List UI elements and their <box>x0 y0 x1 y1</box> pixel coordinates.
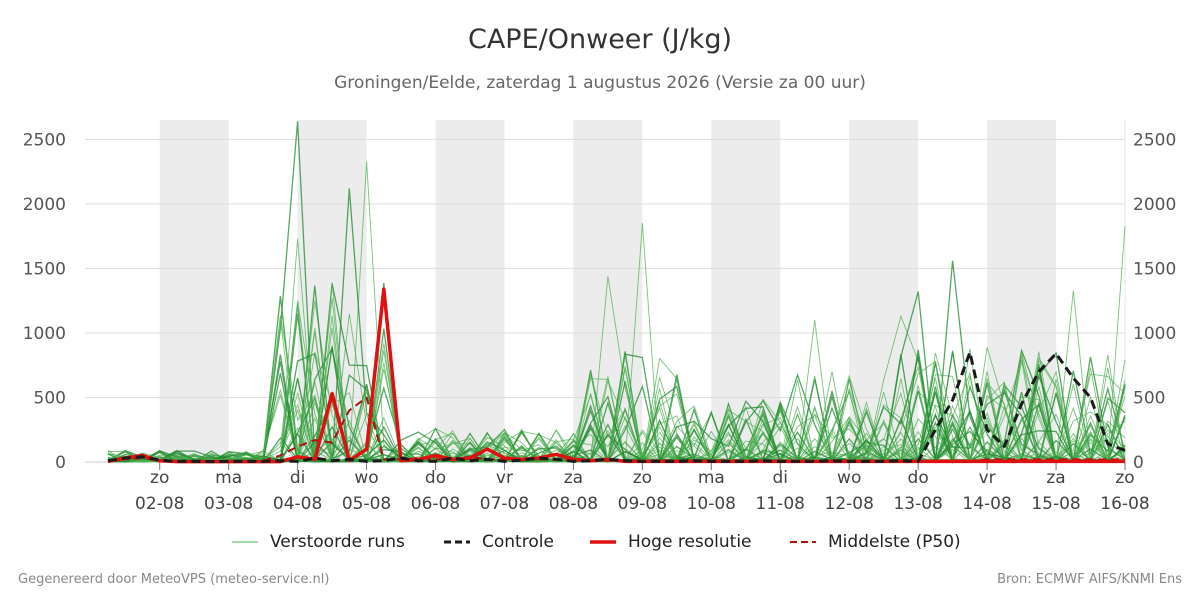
x-tick-date-label: 05-08 <box>342 494 391 514</box>
x-tick-date-label: 16-08 <box>1100 494 1149 514</box>
chart-title: CAPE/Onweer (J/kg) <box>467 24 732 55</box>
legend-label-hires: Hoge resolutie <box>628 532 752 552</box>
weekend-shade-band <box>711 120 781 462</box>
x-tick-day-label: di <box>772 468 788 488</box>
ensemble-member-line <box>107 373 1126 465</box>
legend-line-control-icon <box>444 540 470 544</box>
y-tick-label-left: 2000 <box>23 195 66 215</box>
x-tick-date-label: 13-08 <box>893 494 942 514</box>
footer-source: Bron: ECMWF AIFS/KNMI Ens <box>997 572 1182 587</box>
x-tick-date-label: 06-08 <box>411 494 460 514</box>
x-tick-date-label: 08-08 <box>549 494 598 514</box>
ensemble-member-line <box>107 296 1126 463</box>
y-tick-label-left: 1500 <box>23 259 66 279</box>
y-tick-label-right: 2000 <box>1133 195 1176 215</box>
x-tick-date-label: 12-08 <box>825 494 874 514</box>
weekend-shade-band <box>159 120 229 462</box>
legend-item-hires[interactable]: Hoge resolutie <box>590 530 752 554</box>
legend-item-control[interactable]: Controle <box>444 530 554 554</box>
x-tick-date-label: 04-08 <box>273 494 322 514</box>
x-tick-day-label: di <box>290 468 306 488</box>
x-tick-date-label: 10-08 <box>687 494 736 514</box>
y-tick-label-right: 1000 <box>1133 324 1176 344</box>
legend-line-median-icon <box>790 541 816 543</box>
weekend-shade-band <box>435 120 505 462</box>
weekend-shade-band <box>987 120 1057 462</box>
x-tick-date-label: 03-08 <box>204 494 253 514</box>
y-tick-label-left: 1000 <box>23 324 66 344</box>
x-tick-day-label: vr <box>496 468 513 488</box>
x-tick-day-label: wo <box>837 468 861 488</box>
x-tick-day-label: zo <box>633 468 652 488</box>
chart-subtitle: Groningen/Eelde, zaterdag 1 augustus 202… <box>334 73 866 93</box>
x-tick-day-label: wo <box>354 468 378 488</box>
x-tick-day-label: za <box>1046 468 1065 488</box>
y-tick-label-left: 0 <box>55 453 66 473</box>
footer-generator-credit: Gegenereerd door MeteoVPS (meteo-service… <box>18 572 330 587</box>
x-tick-date-label: 11-08 <box>756 494 805 514</box>
legend-line-hires-icon <box>590 540 616 544</box>
legend-label-control: Controle <box>482 532 554 552</box>
y-tick-label-right: 1500 <box>1133 259 1176 279</box>
control-line <box>107 350 1126 464</box>
x-tick-date-label: 15-08 <box>1031 494 1080 514</box>
x-tick-day-label: do <box>908 468 929 488</box>
x-tick-date-label: 09-08 <box>618 494 667 514</box>
y-tick-label-right: 0 <box>1133 453 1144 473</box>
legend-label-perturbed: Verstoorde runs <box>270 532 405 552</box>
legend-label-median: Middelste (P50) <box>828 532 961 552</box>
x-tick-date-label: 14-08 <box>962 494 1011 514</box>
x-tick-day-label: ma <box>698 468 725 488</box>
legend-item-perturbed[interactable]: Verstoorde runs <box>232 530 405 554</box>
y-tick-label-left: 500 <box>34 388 66 408</box>
x-tick-day-label: zo <box>1115 468 1134 488</box>
ensemble-member-line <box>107 283 1126 464</box>
x-tick-date-label: 07-08 <box>480 494 529 514</box>
legend-item-median[interactable]: Middelste (P50) <box>790 530 961 554</box>
x-tick-day-label: ma <box>215 468 242 488</box>
x-tick-day-label: vr <box>979 468 996 488</box>
y-tick-label-left: 2500 <box>23 130 66 150</box>
x-tick-day-label: za <box>564 468 583 488</box>
x-tick-date-label: 02-08 <box>135 494 184 514</box>
legend: Verstoorde runs Controle Hoge resolutie … <box>0 530 1200 554</box>
y-tick-label-right: 2500 <box>1133 130 1176 150</box>
x-tick-day-label: zo <box>150 468 169 488</box>
y-tick-label-right: 500 <box>1133 388 1165 408</box>
legend-line-perturbed-icon <box>232 541 258 543</box>
x-tick-day-label: do <box>425 468 446 488</box>
